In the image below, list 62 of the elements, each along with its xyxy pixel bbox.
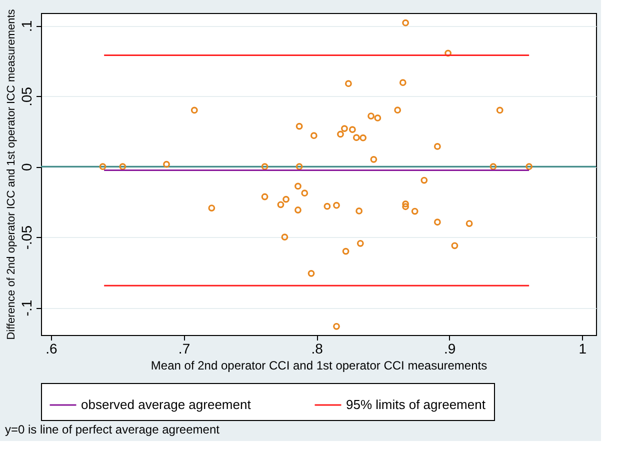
point (301, 190, 308, 197)
point (466, 220, 473, 227)
point (451, 242, 458, 250)
point (368, 112, 374, 120)
point (526, 163, 533, 170)
point (282, 196, 290, 203)
point (333, 322, 340, 330)
point (294, 206, 302, 214)
point (434, 218, 441, 226)
point (310, 132, 318, 140)
y-axis-title: Difference of 2nd operator ICC and 1st operator ICC measurements (6, 8, 18, 340)
point (411, 208, 418, 215)
text: y=0 is line of perfect average agreement (5, 422, 220, 436)
point (99, 163, 106, 170)
x-tick-label: .9 (444, 340, 456, 356)
point (324, 202, 331, 210)
point (342, 248, 350, 255)
x-tick-label: .8 (311, 340, 324, 356)
point (370, 156, 378, 163)
legend-label: 95% limits of agreement (346, 397, 486, 412)
y-tick-label: -.05 (18, 225, 34, 250)
point (345, 80, 352, 88)
point (352, 134, 360, 142)
y-tick-label: .1 (18, 20, 34, 32)
point (208, 204, 216, 212)
legend-label: observed average agreement (81, 397, 252, 412)
point (341, 125, 348, 132)
point (402, 19, 409, 26)
point (420, 176, 428, 184)
point (261, 193, 268, 200)
point (190, 106, 198, 114)
point (348, 126, 356, 133)
y-tick-label: .05 (18, 86, 34, 106)
point (163, 160, 170, 168)
point (337, 130, 344, 138)
point (434, 143, 441, 150)
point (296, 122, 303, 130)
y-tick-label: -.1 (18, 300, 34, 316)
point (399, 79, 406, 86)
point (360, 134, 367, 142)
point (296, 163, 303, 170)
point (444, 50, 452, 57)
point (294, 182, 302, 190)
x-tick-label: .7 (178, 340, 190, 356)
point (308, 270, 315, 277)
point (496, 106, 504, 114)
y-tick-label: 0 (18, 163, 34, 171)
point (374, 114, 382, 122)
point (490, 163, 497, 170)
point (333, 202, 340, 209)
x-axis-title: Mean of 2nd operator CCI and 1st operator CCI measurements (150, 358, 488, 372)
point (277, 201, 284, 208)
point (281, 234, 288, 240)
point (394, 106, 402, 114)
point (402, 203, 409, 210)
point (356, 208, 363, 214)
point (261, 163, 268, 170)
x-tick-label: 1 (578, 340, 587, 356)
point (119, 163, 126, 170)
point (402, 200, 409, 208)
x-tick-label: .6 (46, 340, 58, 356)
point (356, 240, 364, 247)
